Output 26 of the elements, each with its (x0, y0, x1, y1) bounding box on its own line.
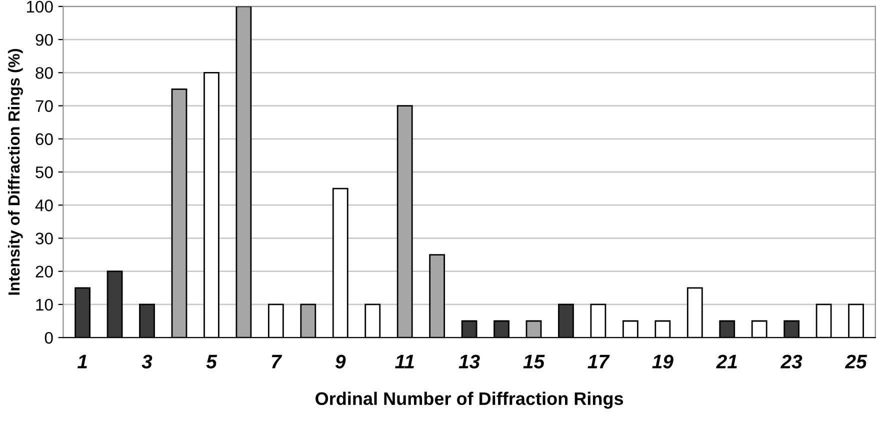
y-tick-label: 60 (36, 133, 53, 146)
y-tick-label: 50 (36, 166, 53, 178)
x-tick-label: 3 (142, 354, 152, 368)
y-tick-label: 20 (36, 266, 53, 278)
x-axis-title: Ordinal Number of Diffraction Rings (316, 392, 624, 409)
x-tick-label: 23 (780, 354, 802, 368)
y-tick-label: 80 (36, 67, 53, 79)
y-tick-label: 10 (36, 298, 53, 311)
x-tick-label: 1 (77, 354, 87, 368)
y-tick-label: 100 (26, 0, 53, 13)
x-tick-label: 19 (652, 354, 674, 368)
x-tick-label: 7 (272, 354, 282, 368)
x-tick-label: 13 (458, 354, 480, 368)
x-tick-label: 21 (716, 354, 737, 368)
x-tick-label: 15 (523, 354, 545, 368)
y-tick-label: 70 (36, 100, 53, 112)
y-axis-title: Intensity of Diffraction Rings (%) (8, 49, 23, 295)
x-tick-label: 25 (844, 354, 868, 368)
x-tick-label: 11 (395, 354, 414, 368)
y-tick-label: 0 (44, 332, 53, 344)
y-tick-label: 90 (36, 34, 53, 46)
y-tick-label: 40 (35, 200, 53, 212)
y-tick-label: 30 (36, 232, 53, 244)
x-tick-label: 17 (588, 354, 610, 368)
x-tick-label: 9 (335, 354, 346, 368)
x-tick-label: 5 (206, 354, 218, 368)
